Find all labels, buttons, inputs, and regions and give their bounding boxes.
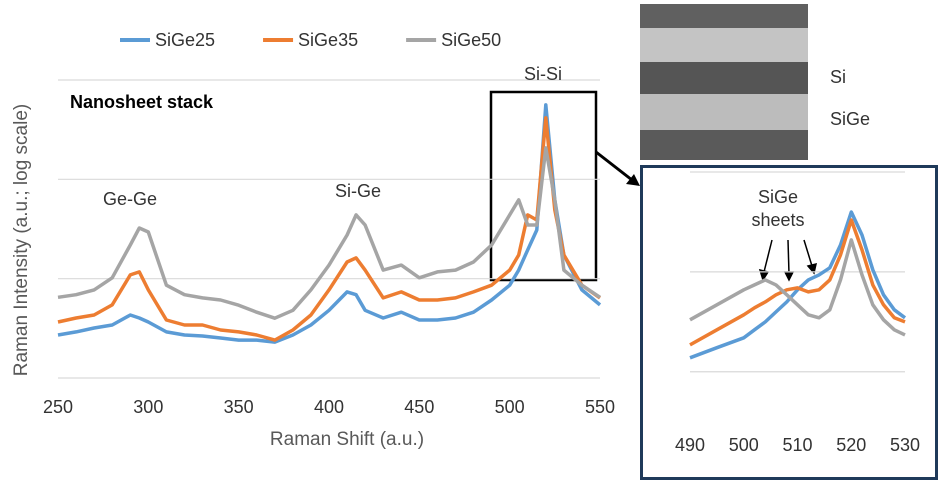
inset-frame — [640, 165, 938, 480]
legend-label: SiGe35 — [298, 30, 358, 50]
series-line — [57, 146, 601, 320]
series-line — [689, 210, 907, 360]
annotation: Si-Ge — [335, 181, 381, 201]
x-tick-label: 550 — [585, 397, 615, 417]
tem-stripe — [640, 62, 808, 94]
legend-label: SiGe50 — [441, 30, 501, 50]
x-tick-label: 510 — [782, 435, 812, 455]
series-line — [57, 116, 602, 342]
tem-stripe — [640, 94, 808, 130]
image-label: Si — [830, 67, 846, 87]
zoom-arrow — [595, 150, 633, 182]
x-tick-label: 450 — [404, 397, 434, 417]
annotation: Ge-Ge — [103, 189, 157, 209]
chart-title: Nanosheet stack — [70, 92, 214, 112]
tem-stripe — [640, 130, 808, 160]
x-tick-label: 490 — [675, 435, 705, 455]
annotation: Si-Si — [524, 64, 562, 84]
x-tick-label: 530 — [890, 435, 920, 455]
series-line — [57, 103, 602, 344]
legend-label: SiGe25 — [155, 30, 215, 50]
annotation-arrows — [758, 239, 817, 282]
x-tick-label: 500 — [729, 435, 759, 455]
x-tick-label: 350 — [224, 397, 254, 417]
x-tick-label: 250 — [43, 397, 73, 417]
tem-stripe — [640, 4, 808, 28]
x-tick-label: 400 — [314, 397, 344, 417]
annotation: sheets — [751, 210, 804, 230]
series-line — [689, 238, 906, 337]
tem-stripe — [640, 28, 808, 62]
zoom-box — [489, 90, 598, 282]
zoom-arrowhead — [626, 174, 640, 186]
x-axis-label: Raman Shift (a.u.) — [270, 429, 424, 450]
x-tick-label: 500 — [495, 397, 525, 417]
x-tick-label: 300 — [133, 397, 163, 417]
y-axis-label: Raman Intensity (a.u.; log scale) — [11, 104, 32, 376]
series-line — [689, 218, 906, 347]
x-tick-label: 520 — [836, 435, 866, 455]
image-label: SiGe — [830, 109, 870, 129]
annotation: SiGe — [758, 187, 798, 207]
